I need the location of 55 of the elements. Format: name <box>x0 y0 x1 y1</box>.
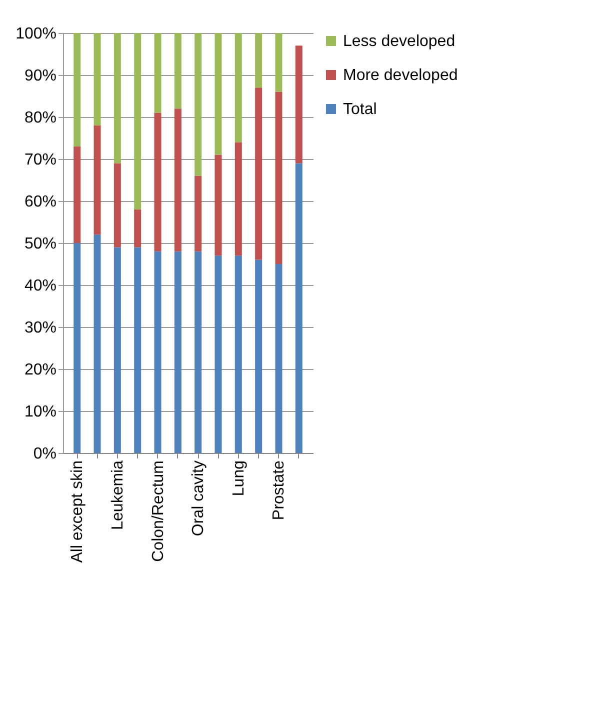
bar <box>114 247 121 453</box>
y-tick-label: 60% <box>24 194 56 210</box>
bar <box>114 163 121 248</box>
bar <box>134 209 142 248</box>
y-tick-label: 100% <box>16 26 56 42</box>
bar <box>94 33 101 126</box>
bar <box>114 33 121 164</box>
legend-label: More developed <box>343 67 458 84</box>
y-tick-label: 80% <box>24 110 56 126</box>
bar <box>214 256 222 453</box>
y-tick-label: 40% <box>24 278 56 294</box>
legend-label: Less developed <box>343 33 456 50</box>
bar <box>174 33 182 109</box>
x-tick-label: Lung <box>230 460 248 496</box>
bar <box>255 88 262 260</box>
y-tick-label: 30% <box>24 320 56 336</box>
bar <box>74 146 81 243</box>
bar <box>94 234 101 453</box>
bar <box>74 243 81 453</box>
bar <box>154 251 162 453</box>
bar <box>234 142 242 256</box>
y-tick-label: 70% <box>24 152 56 168</box>
bar <box>275 92 282 264</box>
y-tick-label: 90% <box>24 68 56 84</box>
bar <box>234 33 242 142</box>
bar <box>295 46 302 164</box>
bar <box>94 125 101 235</box>
bar <box>134 33 142 210</box>
bar <box>174 108 182 252</box>
bar <box>275 33 282 92</box>
x-tick-label: Leukemia <box>109 460 126 530</box>
bar <box>194 33 202 176</box>
bar <box>275 264 282 453</box>
bar <box>134 247 142 453</box>
y-tick-label: 10% <box>24 404 56 420</box>
x-tick-label: Oral cavity <box>190 460 208 536</box>
y-tick-label: 20% <box>24 362 56 378</box>
x-tick-label: Colon/Rectum <box>150 460 167 562</box>
bar <box>174 251 182 453</box>
bar <box>255 260 262 453</box>
bar <box>295 163 302 453</box>
bar <box>154 112 162 252</box>
y-tick-label: 50% <box>24 236 56 252</box>
bar <box>194 176 202 252</box>
bar <box>154 33 162 113</box>
bar <box>214 33 222 155</box>
bar <box>234 256 242 453</box>
x-tick-label: Prostate <box>270 460 288 520</box>
x-tick-label: All except skin <box>69 460 86 563</box>
legend-label: Total <box>343 101 377 118</box>
bar <box>74 33 81 146</box>
y-tick-label: 0% <box>33 446 56 462</box>
bar <box>214 154 222 256</box>
bar <box>194 251 202 453</box>
bar <box>255 33 262 88</box>
